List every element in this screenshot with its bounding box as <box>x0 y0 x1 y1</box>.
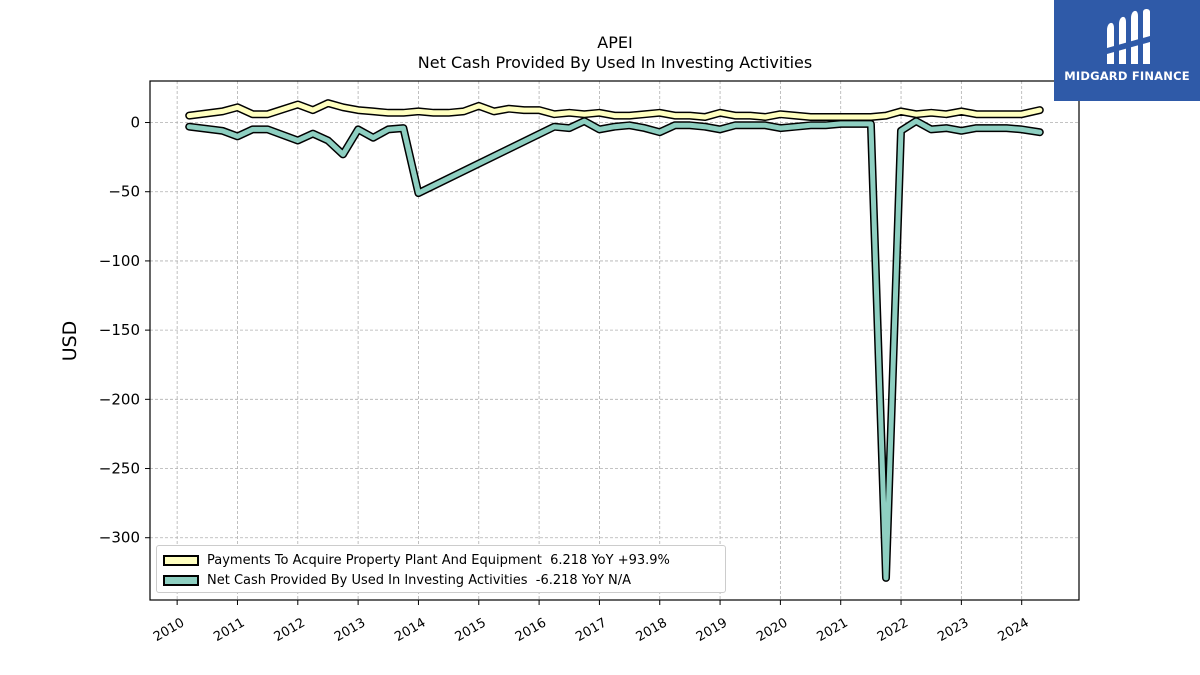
legend-swatch-ppe <box>163 554 199 566</box>
x-tick-label: 2015 <box>453 615 489 645</box>
x-tick-label: 2018 <box>634 615 670 645</box>
x-tick-label: 2017 <box>573 615 609 645</box>
y-axis: 0 −50 −100 −150 −200 −250 −300 <box>99 114 150 547</box>
legend-swatch-investing <box>163 574 199 586</box>
x-axis: 2010 2011 2012 2013 2014 2015 2016 2017 2018 2019… <box>151 600 1032 645</box>
x-tick-label: 2013 <box>332 615 368 645</box>
legend: Payments To Acquire Property Plant And E… <box>156 545 726 593</box>
chart-title: APEI <box>597 33 632 52</box>
x-tick-label: 2010 <box>151 615 187 645</box>
y-tick-label: −300 <box>99 529 140 547</box>
series-outline-1 <box>185 117 1044 582</box>
logo-text: MIDGARD FINANCE <box>1064 69 1190 83</box>
y-tick-label: −200 <box>99 390 140 408</box>
y-tick-label: −50 <box>108 183 140 201</box>
y-tick-label: 0 <box>130 114 140 132</box>
series-line-1 <box>186 118 1043 581</box>
y-tick-label: −100 <box>99 252 140 270</box>
x-tick-label: 2024 <box>996 615 1032 645</box>
series-line-0 <box>186 100 1043 120</box>
logo-mark-icon <box>1107 9 1150 64</box>
series-group <box>185 99 1044 582</box>
x-tick-label: 2019 <box>694 615 730 645</box>
grid <box>150 81 1079 600</box>
legend-label-ppe: Payments To Acquire Property Plant And E… <box>207 552 670 568</box>
y-axis-label: USD <box>59 321 81 362</box>
brand-logo: MIDGARD FINANCE <box>1054 0 1200 101</box>
legend-label-investing: Net Cash Provided By Used In Investing A… <box>207 572 632 588</box>
x-tick-label: 2023 <box>935 615 971 645</box>
y-tick-label: −250 <box>99 460 140 478</box>
x-tick-label: 2022 <box>875 615 911 645</box>
x-tick-label: 2012 <box>272 615 308 645</box>
x-tick-label: 2021 <box>815 615 851 645</box>
legend-item-investing: Net Cash Provided By Used In Investing A… <box>163 572 631 588</box>
plot-frame <box>149 80 1080 601</box>
chart-subtitle: Net Cash Provided By Used In Investing A… <box>418 53 812 72</box>
x-tick-label: 2016 <box>513 615 549 645</box>
x-tick-label: 2020 <box>754 615 790 645</box>
x-tick-label: 2011 <box>211 615 247 645</box>
y-tick-label: −150 <box>99 321 140 339</box>
legend-item-ppe: Payments To Acquire Property Plant And E… <box>163 552 670 568</box>
x-tick-label: 2014 <box>392 615 428 645</box>
